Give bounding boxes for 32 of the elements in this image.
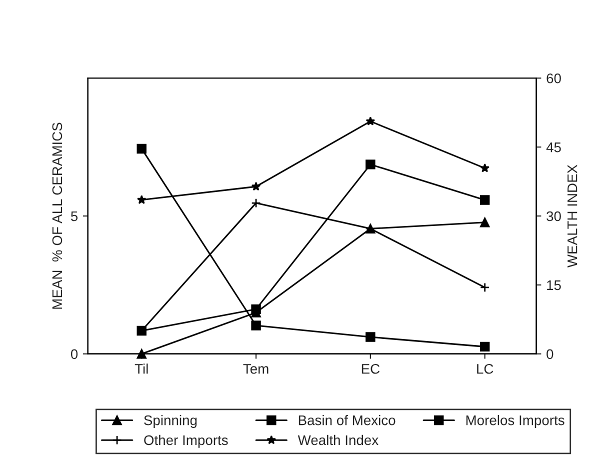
- point: [480, 282, 490, 292]
- legend-label: Spinning: [144, 415, 197, 428]
- x-tick-label: Til: [134, 364, 148, 374]
- point: [136, 349, 146, 359]
- point: [251, 182, 261, 191]
- y-axis-title: MEAN % OF ALL CERAMICS: [52, 122, 62, 309]
- point: [366, 160, 376, 170]
- x-tick-label: EC: [362, 364, 380, 374]
- y2-tick-label: 30: [546, 211, 561, 222]
- y2-tick-label: 0: [546, 349, 554, 360]
- point: [136, 195, 146, 204]
- point: [251, 304, 261, 314]
- y2-axis-title: WEALTH INDEX: [568, 164, 578, 268]
- x-tick-label: LC: [477, 364, 494, 374]
- y-tick-label: 5: [70, 211, 78, 222]
- point: [480, 195, 490, 205]
- x-tick-label: Tem: [243, 364, 268, 374]
- legend-label: Wealth Index: [298, 434, 378, 446]
- point: [136, 144, 146, 154]
- point: [480, 217, 490, 228]
- legend-label: Other Imports: [144, 434, 228, 448]
- y2-tick-label: 60: [546, 73, 561, 84]
- y2-tick-label: 15: [547, 280, 561, 290]
- point: [251, 320, 261, 330]
- y2-tick-label: 45: [546, 142, 561, 152]
- point: [480, 163, 490, 172]
- point: [366, 332, 376, 342]
- point: [480, 342, 490, 352]
- point: [251, 198, 261, 208]
- legend-label: Basin of Mexico: [298, 415, 396, 426]
- point: [366, 116, 376, 126]
- legend-label: Morelos Imports: [466, 415, 564, 428]
